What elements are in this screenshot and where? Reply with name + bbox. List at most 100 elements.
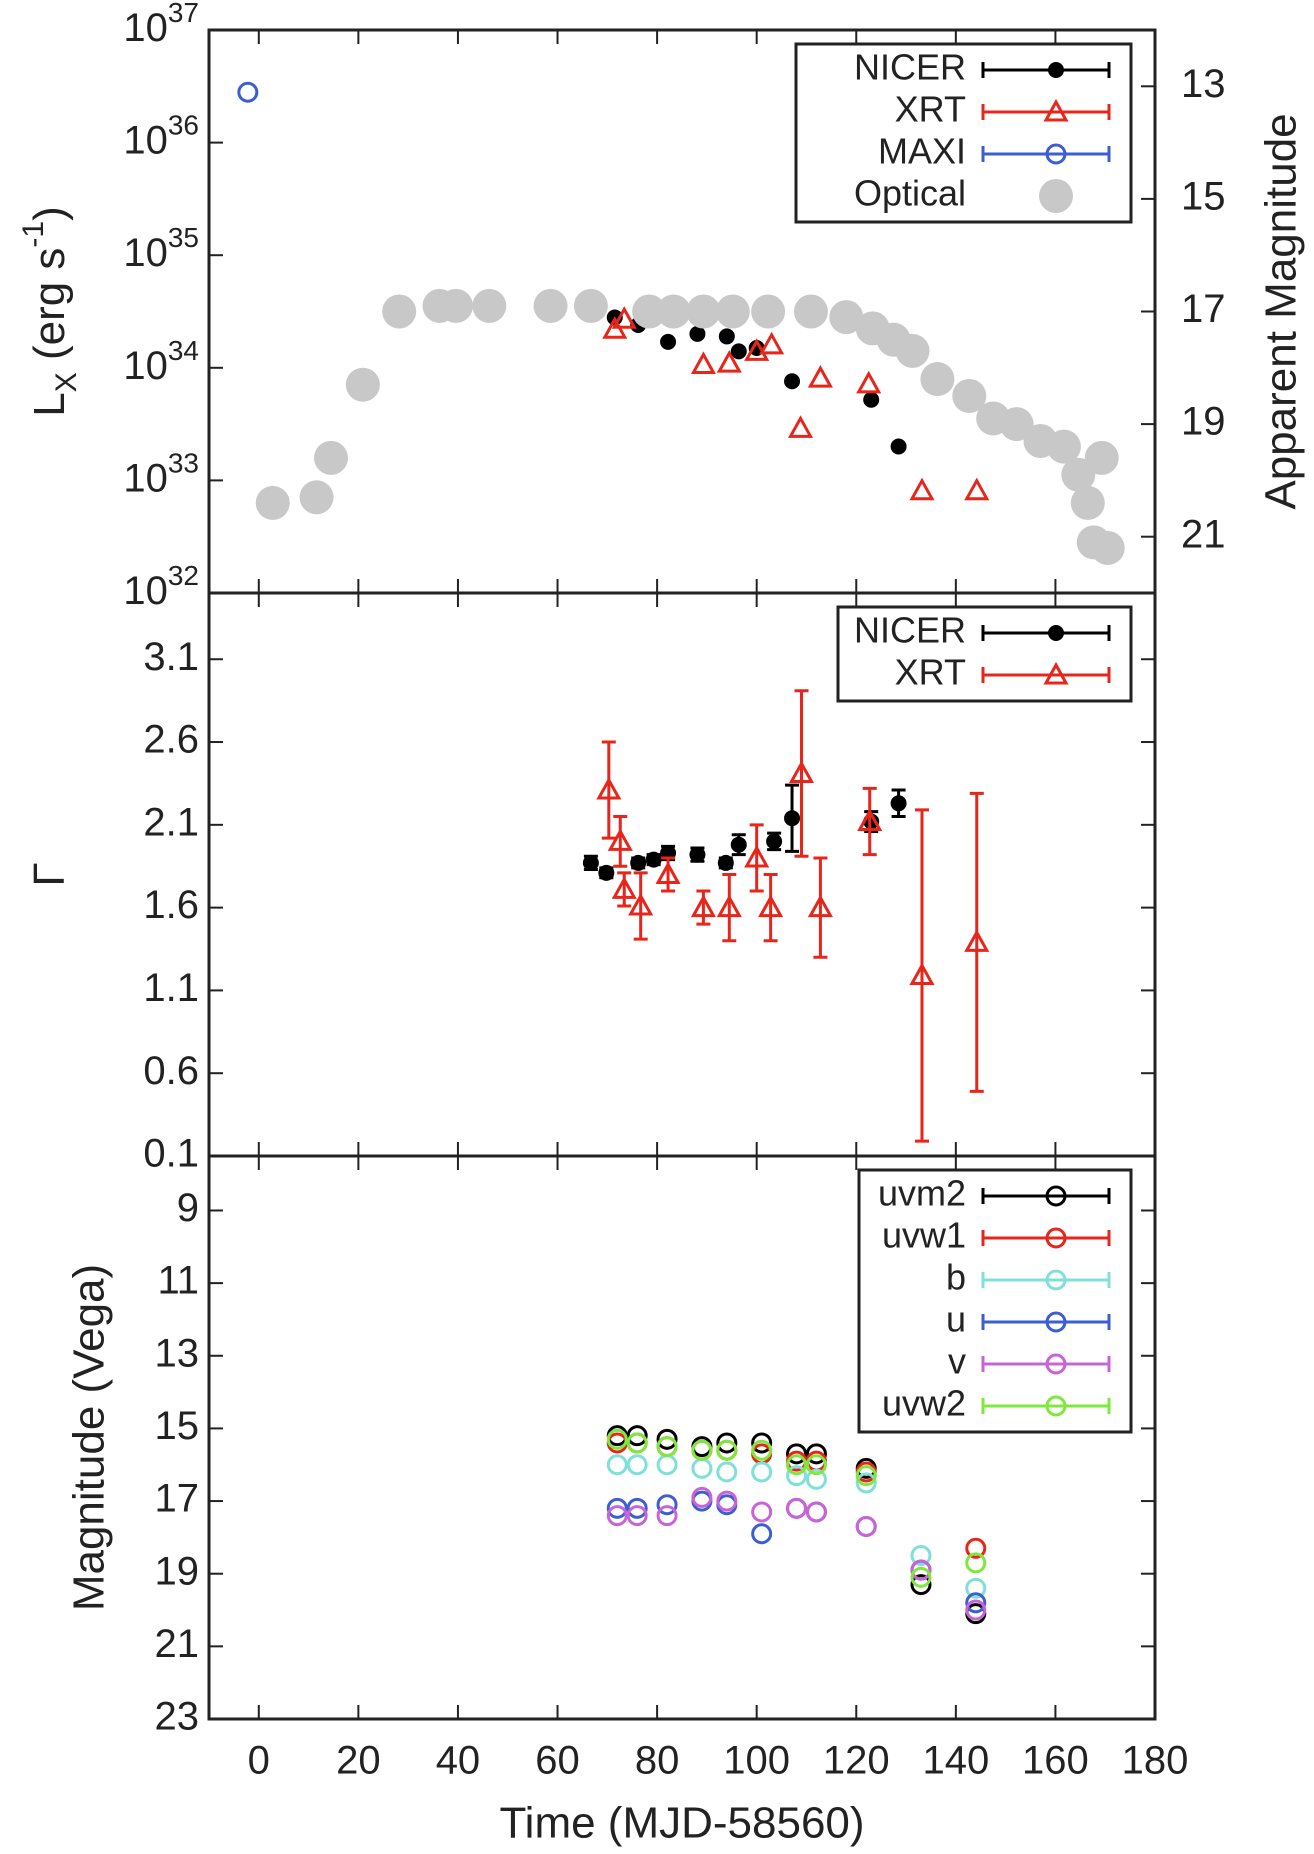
point [895,333,930,368]
legend-label: uvw2 [882,1383,966,1424]
y-axis-label-part: ) [25,206,74,221]
point [751,1523,773,1545]
point [730,343,747,360]
point [890,795,907,812]
y-axis-label-part: (erg s [25,248,74,373]
legend-label: v [948,1341,966,1382]
legend-marker [1048,62,1064,78]
legend-label: Optical [854,173,966,214]
legend-line [981,104,1111,120]
y2-tick-label: 19 [1181,400,1226,444]
point [607,828,633,851]
y-axis-label: Magnitude (Vega) [65,1264,114,1611]
y2-tick-label: 15 [1181,174,1226,218]
point [759,331,785,355]
point [626,1505,648,1527]
y-tick-label: 13 [155,1331,200,1375]
y-axis-label: Γ [25,862,74,886]
y-tick-label: 1033 [123,447,199,500]
x-tick-label: 180 [1122,1739,1189,1783]
point [472,288,507,323]
point [626,1425,648,1447]
panel-frame [207,1154,1157,1721]
legend-label: uvm2 [878,1173,966,1214]
error-bar [633,871,648,941]
y2-tick-label: 13 [1181,62,1226,106]
y-tick-exponent: 34 [168,335,199,366]
point [656,1494,678,1516]
point [606,1505,628,1527]
point [807,365,833,388]
point [805,1443,827,1465]
x-tick-label: 80 [635,1739,680,1783]
point [744,844,770,868]
error-bar [763,873,778,943]
point [686,294,721,329]
legend-line [981,62,1111,78]
point [805,1454,827,1476]
point [751,1501,773,1523]
point [656,1505,678,1527]
x-tick-label: 40 [436,1739,481,1783]
point [626,1497,648,1519]
y-tick-base: 10 [123,456,168,500]
error-bar [613,815,628,868]
point [438,288,473,323]
point [766,833,783,850]
error-bar [601,740,616,840]
error-bar [722,873,737,943]
point [313,440,348,475]
y-axis-label: LX (erg s-1) [17,206,83,417]
y-tick-base: 10 [123,6,168,50]
point [689,846,706,863]
point [611,876,637,899]
error-bar [862,786,877,857]
x-tick-label: 100 [723,1739,790,1783]
point [237,81,259,103]
point [716,1439,738,1461]
point [855,1465,877,1487]
y-tick-label: 15 [155,1404,200,1448]
y-tick-exponent: 36 [168,109,199,140]
point [533,288,568,323]
point [856,370,882,394]
point [909,477,935,501]
legend-label: u [946,1299,966,1340]
point [716,1490,738,1512]
legend-label: NICER [854,610,966,651]
legend-label: XRT [895,652,966,693]
y2-axis-label: Apparent Magnitude [1257,113,1306,509]
point [863,391,880,408]
point [632,294,667,329]
y-tick-base: 10 [123,231,168,275]
x-tick-label: 160 [1022,1739,1089,1783]
point [299,480,334,515]
point [787,415,814,438]
point [786,1454,808,1476]
legend-label: NICER [854,47,966,88]
y-tick-label: 9 [177,1186,199,1230]
point [965,1577,987,1599]
legend-marker [1045,1185,1067,1207]
point [598,864,615,881]
point [910,1566,932,1588]
point [645,851,662,868]
point [582,854,599,871]
y-tick-label: 2.6 [143,718,199,762]
point [910,1559,932,1581]
point [910,1574,932,1596]
point [805,1501,827,1523]
legend-label: uvw1 [882,1215,966,1256]
point [716,350,742,373]
point [715,294,750,329]
y-tick-label: 1036 [123,109,199,162]
point [784,373,801,390]
point [626,1454,648,1476]
legend-box [836,605,1133,703]
point [805,1468,827,1490]
point [690,351,716,374]
y-tick-label: 19 [155,1549,200,1593]
y-axis-label-part: -1 [17,221,50,248]
